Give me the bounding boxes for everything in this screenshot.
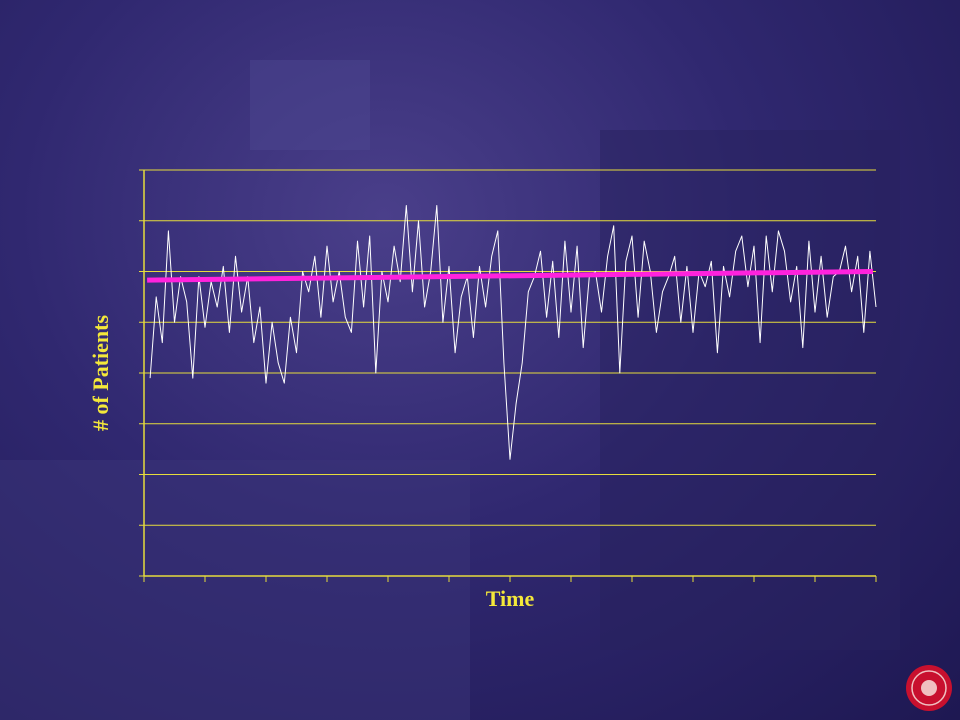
logo — [906, 665, 952, 711]
data-line — [149, 205, 877, 460]
backdrop — [250, 60, 370, 150]
y-axis-title: # of Patients — [88, 315, 113, 432]
x-axis-title: Time — [486, 586, 535, 611]
backdrop — [600, 130, 900, 650]
trend-line — [147, 269, 873, 283]
backdrop — [0, 460, 470, 720]
